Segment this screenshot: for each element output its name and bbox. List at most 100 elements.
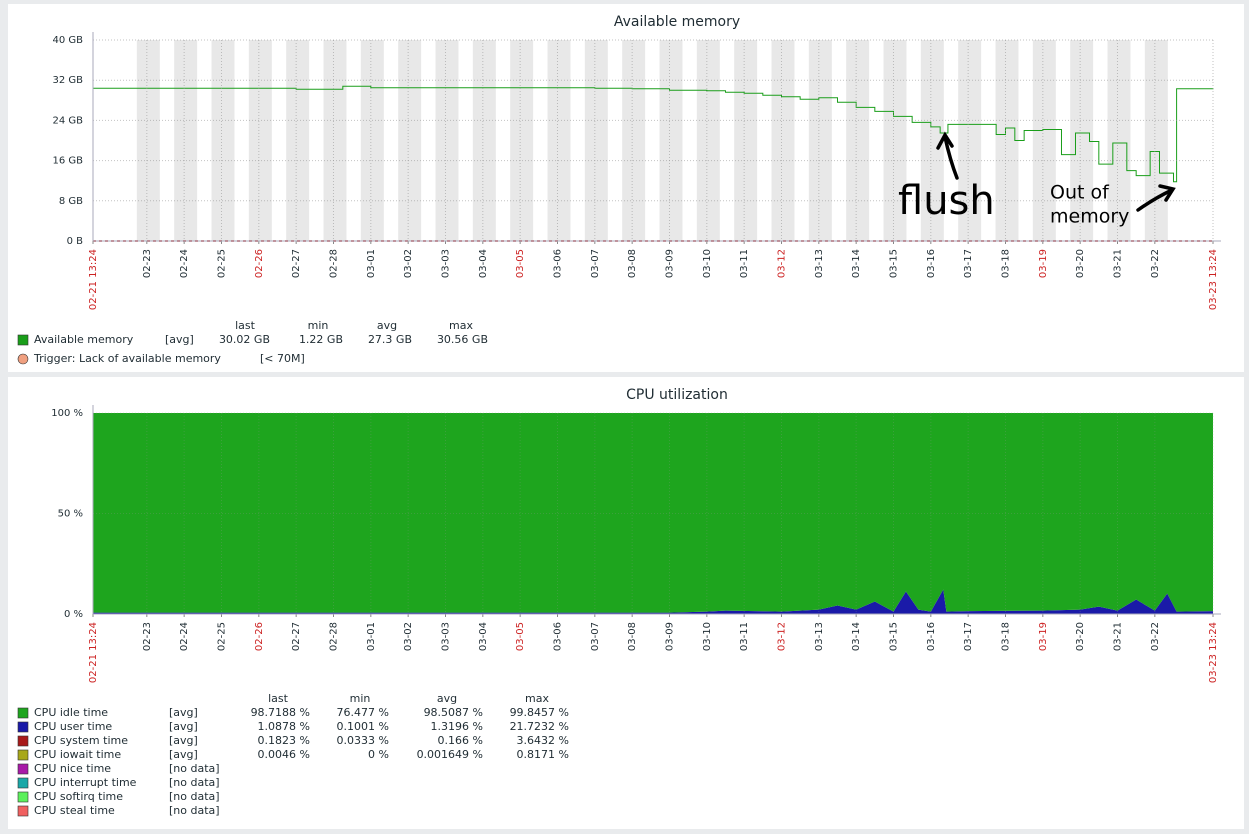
legend-stat: 98.7188 % [251, 706, 310, 719]
x-tick-label: 03-21 [1112, 249, 1123, 278]
x-tick-label: 03-14 [851, 249, 862, 278]
x-tick-label: 03-10 [702, 249, 713, 278]
x-tick-label: 03-16 [926, 622, 937, 651]
y-tick-label: 24 GB [52, 115, 83, 126]
chart-title: CPU utilization [626, 387, 728, 403]
legend-name: CPU idle time [34, 706, 108, 719]
x-tick-label: 03-01 [366, 249, 377, 278]
legend-stat: 0.1823 % [258, 734, 310, 747]
legend-stat: 0.1001 % [337, 720, 389, 733]
x-tick-label: 03-07 [590, 622, 601, 651]
legend-stat: 27.3 GB [368, 333, 412, 346]
x-tick-label: 03-20 [1075, 249, 1086, 278]
legend-name: CPU steal time [34, 804, 115, 817]
legend-swatch [17, 334, 29, 346]
day-shade [1070, 40, 1094, 241]
legend-stat: 98.5087 % [424, 706, 483, 719]
y-tick-label: 100 % [51, 408, 83, 419]
day-shade [472, 40, 496, 241]
day-shade [584, 40, 608, 241]
legend-stat: 0.8171 % [517, 748, 569, 761]
x-tick-label: 03-07 [590, 249, 601, 278]
x-tick-label: 03-18 [1000, 622, 1011, 651]
x-tick-label: 03-16 [926, 249, 937, 278]
x-tick-label: 03-09 [664, 622, 675, 651]
legend-swatch [17, 721, 29, 733]
day-shade [1032, 40, 1056, 241]
chart-title: Available memory [614, 14, 740, 30]
y-tick-label: 0 % [64, 609, 83, 620]
legend-function: [avg] [165, 333, 194, 346]
legend-swatch [17, 805, 29, 817]
legend-stat: 99.8457 % [510, 706, 569, 719]
legend-swatch [17, 777, 29, 789]
legend-stat: 0.0046 % [258, 748, 310, 761]
data-line [93, 85, 1214, 183]
x-tick-label: 02-21 13:24 [88, 249, 99, 310]
legend-header: avg [377, 319, 397, 332]
day-shade [547, 40, 571, 241]
legend-name: CPU nice time [34, 762, 111, 775]
day-shade [883, 40, 907, 241]
day-shade [995, 40, 1019, 241]
legend-function: [avg] [169, 706, 198, 719]
legend-trigger [17, 353, 29, 365]
day-shade [1107, 40, 1131, 241]
day-shade [808, 40, 832, 241]
x-tick-label: 03-22 [1150, 622, 1161, 651]
day-shade [360, 40, 384, 241]
legend-function: [avg] [169, 720, 198, 733]
legend-stat: 30.02 GB [219, 333, 270, 346]
x-tick-label: 03-08 [627, 622, 638, 651]
legend-stat: 0.0333 % [337, 734, 389, 747]
day-shade [286, 40, 310, 241]
x-tick-label: 02-28 [328, 249, 339, 278]
day-shade [659, 40, 683, 241]
x-tick-label: 03-23 13:24 [1208, 622, 1219, 683]
day-shade [958, 40, 982, 241]
data-area [93, 589, 1213, 614]
legend-name: Available memory [34, 333, 134, 346]
data-area [93, 413, 1213, 613]
x-tick-label: 02-27 [291, 249, 302, 278]
x-tick-label: 02-24 [179, 622, 190, 651]
legend-stat: 30.56 GB [437, 333, 488, 346]
legend-function: [avg] [169, 748, 198, 761]
legend-swatch [17, 707, 29, 719]
legend-header: avg [437, 692, 457, 705]
legend-function: [no data] [169, 762, 220, 775]
x-tick-label: 03-05 [515, 622, 526, 651]
legend-stat: 1.3196 % [431, 720, 483, 733]
legend-swatch [17, 791, 29, 803]
x-tick-label: 03-22 [1150, 249, 1161, 278]
x-tick-label: 03-13 [814, 249, 825, 278]
x-tick-label: 03-17 [963, 622, 974, 651]
legend-stat: 0.001649 % [417, 748, 483, 761]
legend-name: CPU softirq time [34, 790, 123, 803]
annotation-arrow [936, 131, 959, 180]
legend-function: [no data] [169, 804, 220, 817]
legend-swatch [17, 749, 29, 761]
legend-stat: 1.0878 % [258, 720, 310, 733]
legend-name: CPU system time [34, 734, 128, 747]
x-tick-label: 02-27 [291, 622, 302, 651]
x-tick-label: 03-11 [739, 622, 750, 651]
day-shade [846, 40, 870, 241]
day-shade [622, 40, 646, 241]
legend-header: min [308, 319, 329, 332]
day-shade [435, 40, 459, 241]
x-tick-label: 03-21 [1112, 622, 1123, 651]
x-tick-label: 03-01 [366, 622, 377, 651]
annotation: memory [1050, 205, 1129, 227]
day-shade [920, 40, 944, 241]
day-shade [248, 40, 272, 241]
x-tick-label: 03-03 [440, 249, 451, 278]
annotation: Out of [1050, 182, 1110, 204]
x-tick-label: 03-08 [627, 249, 638, 278]
legend-header: last [268, 692, 289, 705]
day-shade [510, 40, 534, 241]
y-tick-label: 16 GB [52, 156, 83, 167]
day-shade [734, 40, 758, 241]
